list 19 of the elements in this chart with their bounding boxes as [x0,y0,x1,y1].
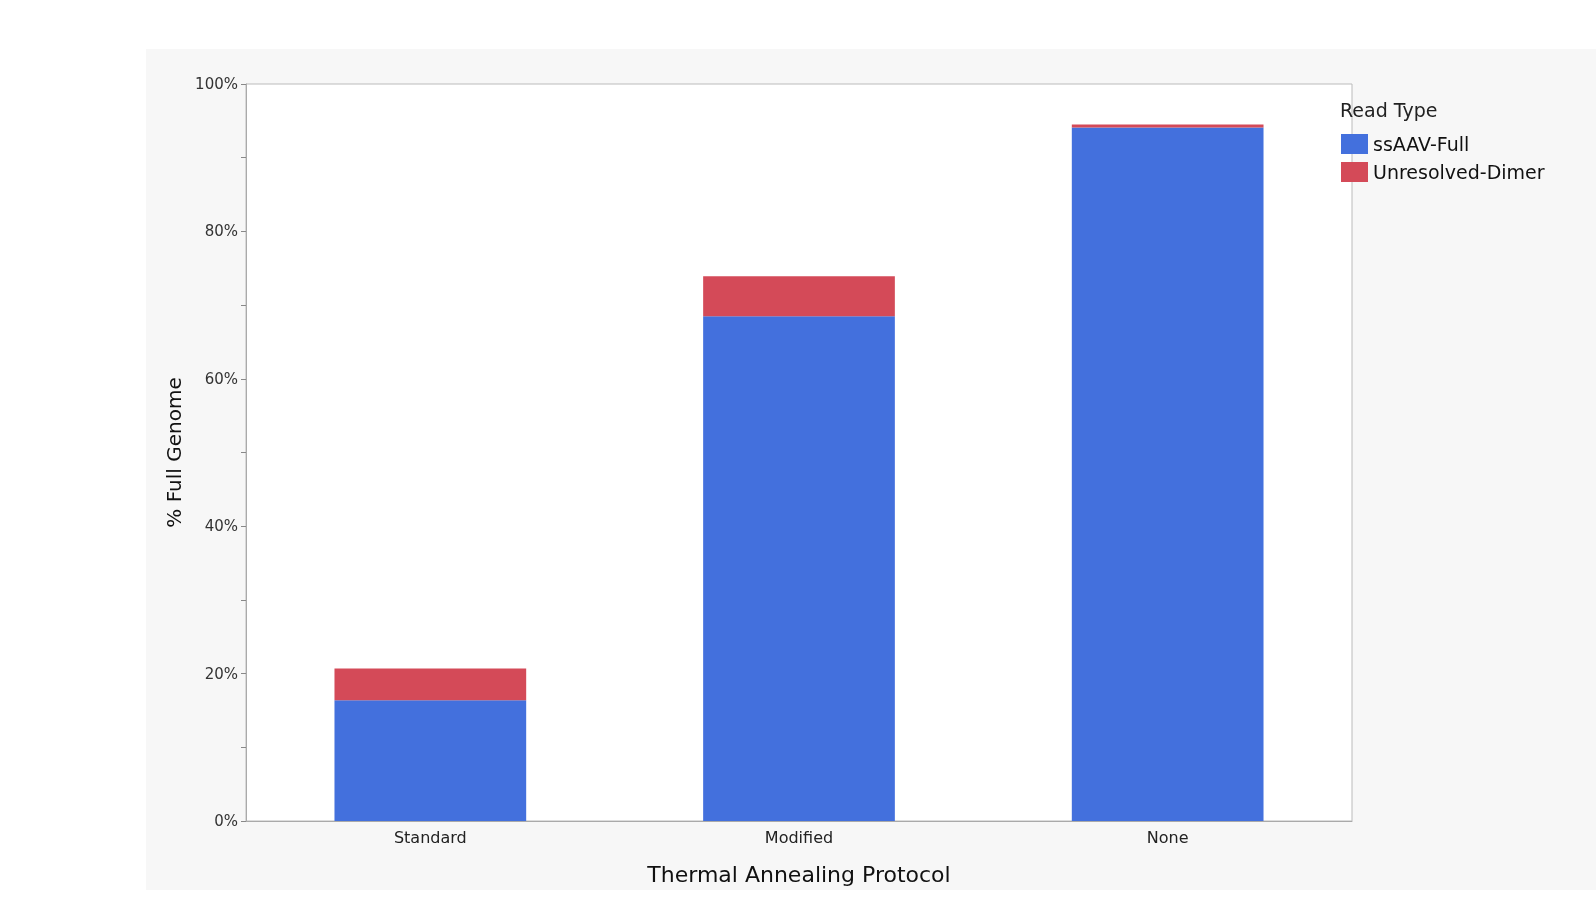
x-tick-label: None [1146,827,1189,847]
y-tick-label: 100% [195,75,238,93]
bar [703,276,895,317]
bar [334,668,527,701]
y-tick-label: 60% [204,369,238,388]
y-tick-label: 40% [204,517,238,536]
y-tick-label: 80% [204,222,238,241]
y-tick-label: 20% [204,664,238,683]
x-tick-label: Modified [764,827,834,847]
x-tick-label: Standard [393,827,467,847]
y-tick-label: 0% [214,812,238,830]
legend-label: Unresolved-Dimer [1373,161,1545,183]
legend-label: ssAAV-Full [1373,133,1470,155]
bar [703,316,895,821]
bar [334,700,527,821]
y-axis-title: % Full Genome [162,377,186,528]
x-axis-title: Thermal Annealing Protocol [646,861,951,887]
legend-title: Read Type [1340,98,1438,121]
bar [1071,127,1264,821]
